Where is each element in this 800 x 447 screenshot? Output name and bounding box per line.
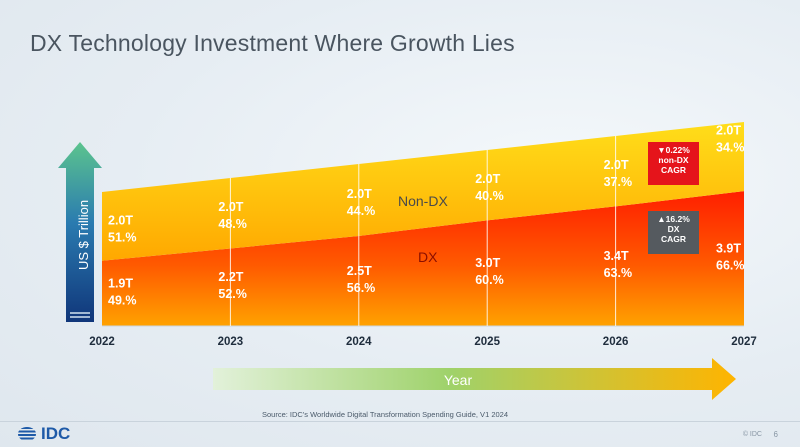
- source-note: Source: IDC's Worldwide Digital Transfor…: [262, 410, 509, 419]
- cagr-label: CAGR: [660, 234, 687, 244]
- area-non-dx: [102, 122, 744, 261]
- data-label-dx-value-2026: 3.4T: [604, 249, 629, 263]
- data-label-non-dx-share-2022: 51.%: [108, 230, 137, 244]
- data-label-dx-value-2022: 1.9T: [108, 276, 133, 290]
- data-label-non-dx-share-2027: 34.%: [716, 141, 745, 155]
- tick-label-2027: 2027: [731, 336, 757, 348]
- data-label-non-dx-share-2023: 48.%: [218, 217, 247, 231]
- down-arrow-icon: ▼: [657, 145, 666, 155]
- series-label-dx: DX: [418, 249, 438, 265]
- area-dx: [102, 191, 744, 326]
- data-label-non-dx-share-2026: 37.%: [604, 175, 633, 189]
- up-arrow-icon: ▲: [657, 214, 666, 224]
- tick-label-2023: 2023: [218, 336, 244, 348]
- data-label-non-dx-share-2025: 40.%: [475, 189, 504, 203]
- page-title: DX Technology Investment Where Growth Li…: [30, 30, 515, 56]
- data-label-non-dx-value-2022: 2.0T: [108, 213, 133, 227]
- footer-divider: [0, 421, 800, 422]
- y-axis-label: US $ Trillion: [76, 200, 91, 270]
- data-label-non-dx-value-2025: 2.0T: [475, 172, 500, 186]
- data-label-dx-value-2023: 2.2T: [218, 270, 243, 284]
- data-label-dx-share-2024: 56.%: [347, 281, 376, 295]
- data-label-dx-value-2025: 3.0T: [475, 256, 500, 270]
- data-label-dx-value-2027: 3.9T: [716, 242, 741, 256]
- data-label-dx-share-2023: 52.%: [218, 287, 247, 301]
- globe-icon: [18, 427, 36, 441]
- data-label-non-dx-value-2026: 2.0T: [604, 158, 629, 172]
- tick-label-2026: 2026: [603, 336, 629, 348]
- tick-label-2022: 2022: [89, 336, 115, 348]
- data-label-non-dx-value-2023: 2.0T: [218, 200, 243, 214]
- x-axis-label: Year: [444, 372, 473, 388]
- data-label-dx-share-2027: 66.%: [716, 259, 745, 273]
- cagr-series: non-DX: [658, 155, 689, 165]
- cagr-badge-non-dx: ▼0.22% non-DX CAGR: [648, 142, 699, 185]
- tick-label-2025: 2025: [474, 336, 500, 348]
- page-number: 6: [773, 430, 778, 439]
- cagr-badge-dx: ▲16.2% DX CAGR: [648, 211, 699, 254]
- tick-label-2024: 2024: [346, 336, 372, 348]
- logo-text: IDC: [41, 424, 71, 443]
- cagr-label: CAGR: [660, 165, 687, 175]
- x-axis-arrow: [213, 358, 736, 400]
- cagr-series: DX: [667, 224, 680, 234]
- data-label-dx-share-2025: 60.%: [475, 273, 504, 287]
- data-label-dx-share-2022: 49.%: [108, 293, 137, 307]
- idc-logo: IDC: [18, 424, 70, 444]
- series-label-non-dx: Non-DX: [398, 193, 448, 209]
- data-label-non-dx-share-2024: 44.%: [347, 204, 376, 218]
- data-label-non-dx-value-2027: 2.0T: [716, 124, 741, 138]
- y-axis-arrow: [58, 142, 102, 322]
- footer-copyright: © IDC: [742, 431, 762, 438]
- cagr-value: 0.22%: [665, 145, 690, 155]
- data-label-non-dx-value-2024: 2.0T: [347, 187, 372, 201]
- data-label-dx-share-2026: 63.%: [604, 266, 633, 280]
- data-label-dx-value-2024: 2.5T: [347, 264, 372, 278]
- cagr-value: 16.2%: [665, 214, 690, 224]
